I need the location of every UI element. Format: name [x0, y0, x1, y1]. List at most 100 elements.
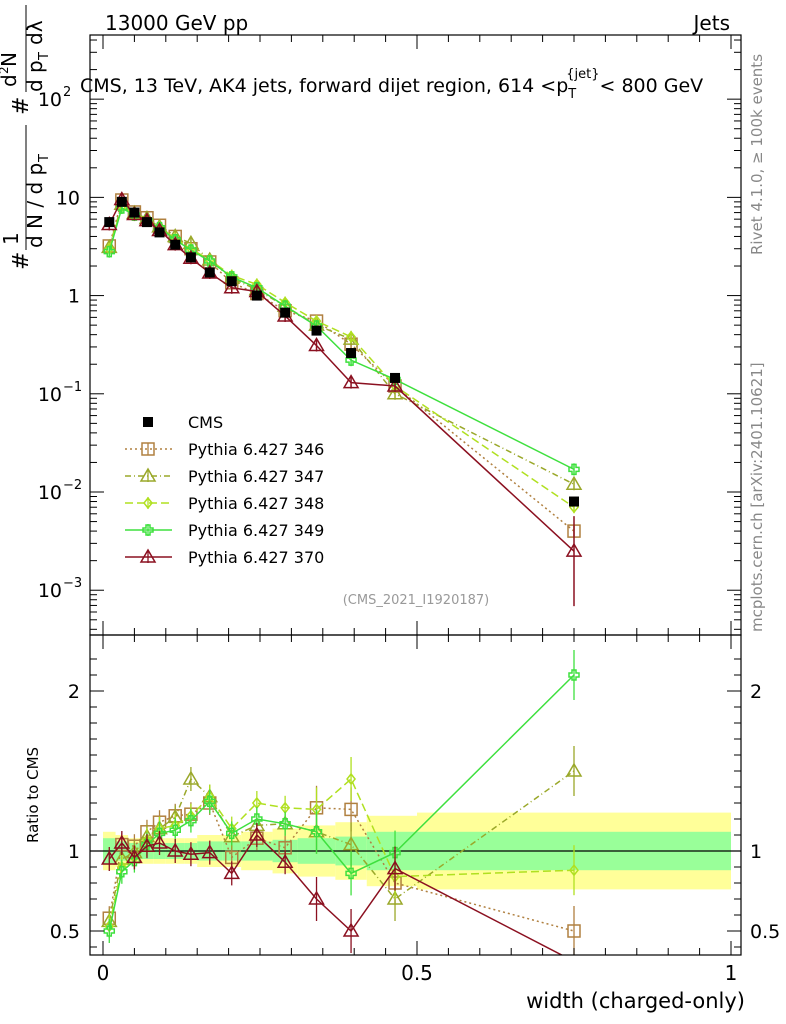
- x-tick-label: 1: [725, 961, 738, 985]
- ratio-y-tick-label: 1: [68, 841, 80, 863]
- cms-data-point: [204, 267, 215, 278]
- svg-text:10: 10: [38, 580, 62, 602]
- ratio-point: [151, 834, 168, 849]
- ratio-point: [126, 848, 143, 864]
- ratio-point: [568, 669, 580, 681]
- legend-marker: [139, 467, 157, 482]
- legend-marker: [139, 548, 157, 563]
- cms-data-point: [116, 196, 127, 207]
- svg-text:10: 10: [38, 482, 62, 504]
- series-line: [108, 198, 575, 552]
- ratio-point: [565, 762, 583, 777]
- legend-label: Pythia 6.427 346: [188, 440, 324, 459]
- ratio-uncertainty-bands: [90, 812, 741, 890]
- svg-text:2: 2: [63, 85, 71, 100]
- mcplots-label: mcplots.cern.ch [arXiv:2401.10621]: [748, 362, 766, 632]
- ratio-point: [310, 826, 323, 838]
- legend-item-cms: CMS: [143, 413, 223, 432]
- legend-label: Pythia 6.427 347: [188, 467, 324, 486]
- ratio-y-tick-label-right: 0.5: [750, 921, 780, 943]
- ratio-point: [279, 818, 291, 830]
- main-y-tick-label: 10: [56, 187, 80, 209]
- ratio-point: [386, 860, 404, 875]
- legend-item-2: Pythia 6.427 347: [125, 467, 324, 486]
- legend-marker: [142, 524, 154, 536]
- svg-text:d: d: [0, 74, 21, 87]
- ratio-series-layer: [100, 650, 583, 955]
- legend-item-5: Pythia 6.427 370: [125, 548, 324, 567]
- x-axis-label: width (charged-only): [526, 989, 745, 1013]
- ratio-point: [569, 863, 579, 877]
- chart-title: CMS, 13 TeV, AK4 jets, forward dijet reg…: [80, 67, 703, 102]
- cms-data-point: [129, 207, 140, 218]
- svg-text:2: 2: [0, 66, 11, 74]
- main-series-layer: [100, 191, 583, 607]
- legend-label: CMS: [188, 413, 223, 432]
- ratio-point: [342, 836, 360, 851]
- main-y-tick-label: 10 −1: [38, 380, 82, 406]
- ratio-series-5: [100, 823, 564, 955]
- ratio-point: [248, 826, 266, 841]
- cms-data-point: [569, 496, 579, 507]
- main-y-tick-label: 1: [68, 286, 80, 308]
- legend-marker: [143, 496, 153, 510]
- svg-text:10: 10: [38, 89, 62, 111]
- ratio-point: [103, 925, 116, 937]
- svg-text:dλ: dλ: [23, 20, 47, 45]
- ratio-point: [113, 834, 131, 849]
- ratio-point: [169, 824, 181, 836]
- ratio-point: [342, 922, 360, 937]
- svg-text:T: T: [37, 52, 52, 61]
- ratio-point: [345, 867, 357, 880]
- svg-text:d N / d p: d N / d p: [23, 163, 47, 248]
- data-point: [346, 330, 357, 344]
- cms-data-point: [170, 239, 181, 250]
- svg-text:1: 1: [68, 286, 80, 308]
- chart-title-main: CMS, 13 TeV, AK4 jets, forward dijet reg…: [80, 75, 568, 97]
- ratio-point: [389, 846, 401, 859]
- data-point: [251, 282, 263, 294]
- ratio-line: [108, 674, 575, 932]
- svg-text:−1: −1: [63, 380, 82, 395]
- cms-data-point: [185, 252, 196, 263]
- data-point: [308, 337, 325, 352]
- header-right: Jets: [692, 11, 730, 35]
- ratio-point: [308, 890, 325, 905]
- series-line: [108, 203, 575, 485]
- svg-text:T: T: [37, 154, 52, 163]
- data-point: [342, 374, 360, 389]
- rivet-label: Rivet 4.1.0, ≥ 100k events: [748, 54, 766, 255]
- ratio-line: [108, 777, 575, 927]
- ratio-point: [116, 866, 128, 878]
- cms-data-point: [104, 217, 115, 228]
- svg-text:10: 10: [56, 187, 80, 209]
- main-y-tick-label: 10 2: [38, 85, 71, 111]
- ratio-point: [185, 814, 197, 827]
- ratio-point: [276, 853, 294, 868]
- ratio-y-tick-label: 0.5: [50, 921, 80, 943]
- ratio-y-tick-label: 2: [68, 681, 80, 703]
- analysis-id: (CMS_2021_I1920187): [343, 593, 490, 608]
- cms-data-point: [311, 325, 322, 336]
- ratio-point: [251, 813, 263, 825]
- data-point: [565, 542, 583, 557]
- data-point: [568, 463, 580, 476]
- legend-label: Pythia 6.427 348: [188, 494, 324, 513]
- ratio-y-axis-label: Ratio to CMS: [24, 747, 42, 843]
- ratio-y-tick-label-right: 1: [750, 841, 762, 863]
- data-point: [223, 279, 241, 294]
- legend-item-3: Pythia 6.427 348: [125, 494, 324, 513]
- ratio-point: [223, 864, 241, 880]
- ratio-point: [346, 772, 357, 786]
- legend-item-4: Pythia 6.427 349: [125, 521, 324, 540]
- chart-title-sup: {jet}: [566, 67, 599, 82]
- ratio-point: [100, 850, 118, 865]
- cms-data-point: [280, 307, 291, 318]
- ratio-point: [138, 837, 156, 852]
- cms-data-point: [226, 276, 237, 287]
- x-tick-label: 0: [97, 961, 110, 985]
- legend-item-1: Pythia 6.427 346: [125, 440, 324, 459]
- header-left: 13000 GeV pp: [105, 11, 248, 35]
